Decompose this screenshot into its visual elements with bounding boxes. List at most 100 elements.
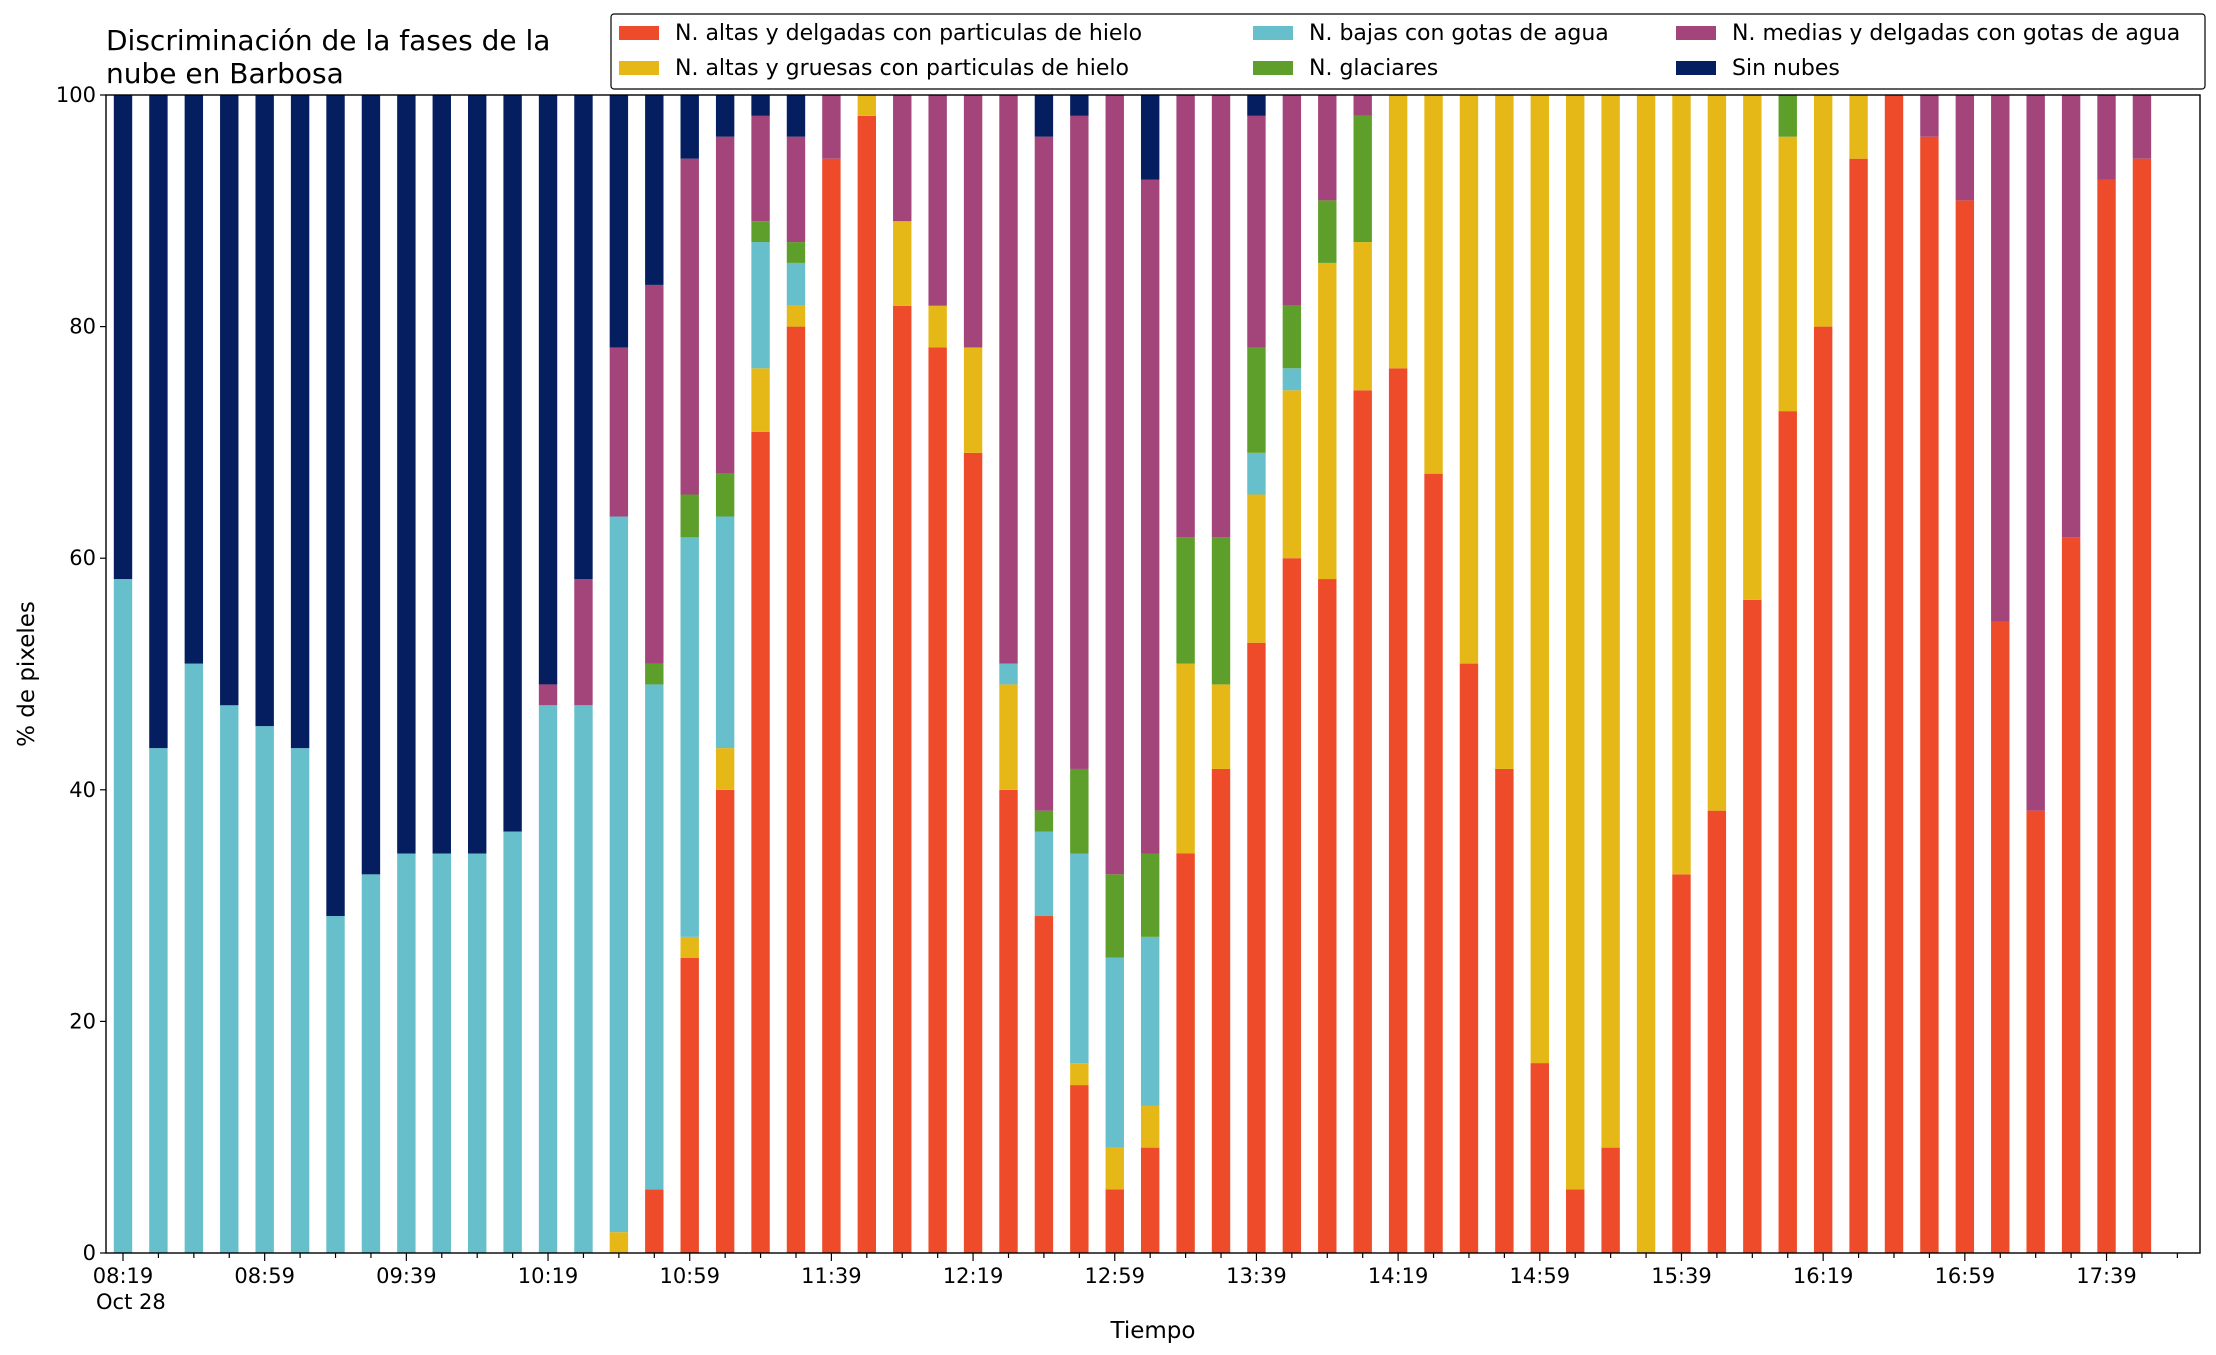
bar-segment xyxy=(1034,916,1054,1253)
bar-segment xyxy=(1849,158,1868,1254)
bar-segment xyxy=(1318,200,1337,263)
bar-segment xyxy=(786,95,806,137)
bar-segment xyxy=(1778,411,1797,1253)
bar-segment xyxy=(149,95,168,749)
bar-segment xyxy=(1140,1105,1160,1148)
x-tick-label: 14:59 xyxy=(1510,1264,1571,1288)
bar-segment xyxy=(255,95,274,727)
bar-segment xyxy=(680,158,699,495)
bar-segment xyxy=(751,368,770,432)
bar-segment xyxy=(1743,599,1762,1253)
bar-segment xyxy=(1920,95,1939,137)
bar-segment xyxy=(1247,115,1266,348)
bar-segment xyxy=(290,748,310,1253)
bar-segment xyxy=(1388,95,1408,369)
bar-segment xyxy=(1955,200,1975,1253)
bar-segment xyxy=(2061,537,2081,1253)
bar-segment xyxy=(220,95,239,706)
bar-segment xyxy=(503,831,522,1253)
bar-segment xyxy=(1282,368,1302,391)
chart-title: Discriminación de la fases de la xyxy=(106,24,550,57)
bar-segment xyxy=(1282,390,1302,559)
bar-segment xyxy=(1353,95,1372,116)
bar-segment xyxy=(1247,452,1266,495)
y-axis-label: % de pixeles xyxy=(14,601,40,747)
legend-label: N. bajas con gotas de agua xyxy=(1309,21,1609,46)
bar-segment xyxy=(1601,1147,1620,1253)
bar-segment xyxy=(963,452,983,1253)
bar-segment xyxy=(1743,95,1762,600)
bar-segment xyxy=(999,663,1018,685)
bar-segment xyxy=(1211,684,1231,769)
bar-segment xyxy=(1991,95,2010,622)
legend-label: N. altas y delgadas con particulas de hi… xyxy=(675,21,1142,46)
bar-segment xyxy=(397,95,416,854)
bar-segment xyxy=(361,95,381,875)
bar-segment xyxy=(538,95,558,685)
bar-segment xyxy=(715,516,735,749)
bar-segment xyxy=(1140,853,1160,937)
x-tick-label: 17:39 xyxy=(2076,1264,2137,1288)
bar-segment xyxy=(1211,768,1231,1253)
bar-segment xyxy=(1849,95,1868,159)
bar-segment xyxy=(1566,1189,1585,1253)
bar-segment xyxy=(1140,1147,1160,1253)
bar-segment xyxy=(1813,326,1833,1254)
bar-segment xyxy=(645,284,664,664)
bar-segment xyxy=(680,494,699,538)
bar-segment xyxy=(1176,853,1195,1253)
legend-swatch xyxy=(1676,26,1716,40)
y-tick-label: 40 xyxy=(69,778,96,802)
bar-segment xyxy=(609,347,629,517)
x-date-label: Oct 28 xyxy=(96,1290,166,1314)
y-tick-label: 20 xyxy=(69,1009,96,1033)
bar-segment xyxy=(1070,115,1089,769)
bar-segment xyxy=(503,95,522,832)
bar-segment xyxy=(574,95,593,580)
bar-segment xyxy=(609,95,629,348)
bar-segment xyxy=(1424,473,1443,1253)
legend-box xyxy=(610,13,2206,90)
x-axis-label: Tiempo xyxy=(1110,1318,1196,1344)
bar-segment xyxy=(1105,874,1124,958)
legend-label: N. altas y gruesas con particulas de hie… xyxy=(675,56,1129,81)
bar-segment xyxy=(2026,810,2045,1253)
bar-segment xyxy=(1247,347,1266,453)
bar-segment xyxy=(786,242,806,263)
x-tick-label: 16:59 xyxy=(1935,1264,1996,1288)
bar-segment xyxy=(1034,810,1054,832)
bar-segment xyxy=(1353,390,1372,1253)
bar-segment xyxy=(1530,95,1549,1064)
bar-segment xyxy=(1282,95,1302,306)
bar-segment xyxy=(680,957,699,1253)
bar-segment xyxy=(1707,810,1727,1253)
bar-segment xyxy=(1991,621,2010,1253)
bar-segment xyxy=(1884,95,1904,1253)
bar-segment xyxy=(1955,95,1975,201)
bar-segment xyxy=(1282,305,1302,369)
bar-segment xyxy=(645,95,664,285)
bar-segment xyxy=(751,95,770,116)
chart-title: nube en Barbosa xyxy=(106,57,344,90)
bar-segment xyxy=(715,136,735,474)
legend-label: Sin nubes xyxy=(1732,56,1840,81)
bar-segment xyxy=(857,95,877,116)
bar-segment xyxy=(1672,874,1691,1253)
bar-segment xyxy=(361,874,381,1253)
bar-segment xyxy=(751,242,770,369)
y-tick-label: 100 xyxy=(56,83,96,107)
bar-segment xyxy=(1140,179,1160,854)
bar-segment xyxy=(1034,831,1054,917)
bar-segment xyxy=(645,1189,664,1253)
bar-segment xyxy=(397,853,416,1253)
bar-segment xyxy=(149,748,168,1253)
bar-segment xyxy=(468,853,487,1253)
bar-segment xyxy=(1353,115,1372,243)
bar-segment xyxy=(2097,95,2116,180)
bar-segment xyxy=(1495,768,1514,1253)
bar-segment xyxy=(1318,262,1337,580)
bar-segment xyxy=(1424,95,1443,474)
bar-segment xyxy=(751,431,770,1253)
bar-segment xyxy=(786,326,806,1254)
bar-segment xyxy=(1672,95,1691,875)
